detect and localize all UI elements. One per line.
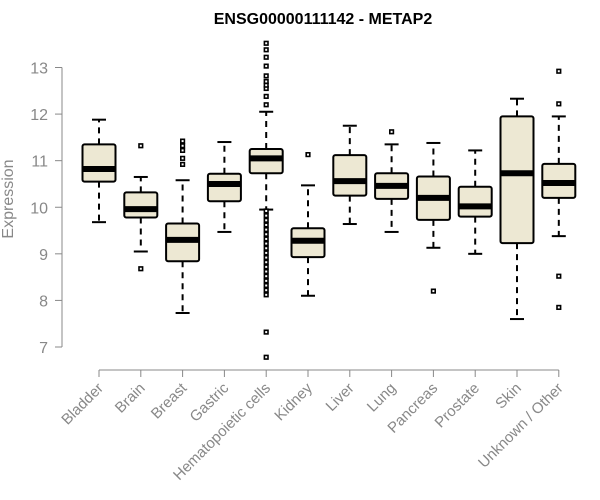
outlier-point — [180, 147, 186, 154]
box — [499, 115, 535, 245]
y-tick-label: 12 — [30, 107, 48, 124]
outlier-point — [263, 102, 269, 108]
outlier-point — [263, 63, 269, 69]
box-group — [206, 141, 242, 233]
outlier-point — [263, 278, 269, 284]
outlier-point — [138, 266, 144, 272]
box-group — [457, 149, 493, 255]
outlier-point — [388, 129, 395, 135]
outlier-point — [263, 292, 269, 298]
outlier-point — [263, 250, 269, 256]
y-tick-label: 7 — [39, 340, 48, 357]
outlier-point — [263, 54, 269, 60]
outlier-point — [263, 227, 269, 233]
box — [332, 154, 368, 197]
outlier-point — [263, 287, 269, 293]
y-tick-label: 9 — [39, 247, 48, 264]
box-group — [374, 129, 410, 233]
box — [206, 172, 242, 203]
outlier-point — [263, 268, 269, 275]
outlier-point — [263, 73, 269, 79]
outlier-point — [263, 240, 269, 247]
box-group — [248, 40, 284, 360]
outlier-point — [263, 259, 269, 265]
outlier-point — [556, 101, 562, 107]
outlier-point — [263, 245, 269, 251]
box-group — [290, 152, 326, 297]
outlier-point — [263, 329, 269, 335]
outlier-point — [263, 217, 269, 223]
outlier-point — [263, 47, 269, 53]
x-tick-label: Bladder — [58, 380, 107, 429]
outlier-point — [263, 254, 269, 261]
outlier-point — [180, 161, 186, 167]
outlier-point — [263, 40, 269, 46]
outlier-point — [180, 143, 186, 149]
y-axis: 7 8 9 10 11 12 13 — [30, 61, 63, 357]
box-group — [415, 141, 451, 294]
x-tick-label: Kidney — [271, 379, 316, 424]
box-group — [541, 68, 577, 311]
y-tick-label: 8 — [39, 293, 48, 310]
box — [457, 185, 493, 218]
x-tick-label: Lung — [364, 380, 400, 416]
outlier-point — [263, 273, 269, 279]
outlier-point — [180, 155, 186, 161]
box-group — [123, 143, 159, 272]
outlier-point — [263, 208, 269, 214]
x-tick-label: Prostate — [431, 380, 483, 432]
box — [123, 191, 159, 219]
x-tick-label: Liver — [323, 380, 358, 415]
outlier-point — [556, 68, 562, 74]
y-tick-label: 11 — [31, 154, 48, 171]
box-group — [81, 118, 117, 224]
outlier-point — [263, 354, 269, 360]
outlier-point — [305, 152, 311, 158]
chart-title: ENSG00000111142 - METAP2 — [214, 11, 433, 28]
x-tick-label: Breast — [148, 379, 191, 422]
outlier-point — [263, 236, 269, 242]
box-group — [499, 97, 535, 321]
box-series — [81, 40, 577, 360]
outlier-point — [263, 222, 269, 228]
y-axis-label: Expression — [0, 159, 17, 238]
y-tick-label: 10 — [30, 200, 48, 217]
outlier-point — [263, 264, 269, 270]
x-tick-label: Skin — [492, 380, 525, 413]
box-group — [332, 124, 368, 226]
outlier-point — [263, 78, 269, 85]
outlier-point — [430, 288, 437, 294]
outlier-point — [263, 93, 269, 99]
outlier-point — [263, 231, 269, 237]
x-tick-label: Brain — [112, 380, 149, 417]
outlier-point — [556, 304, 562, 311]
outlier-point — [138, 143, 144, 149]
outlier-point — [263, 213, 269, 219]
y-tick-label: 13 — [30, 61, 48, 78]
box-group — [165, 138, 201, 314]
outlier-point — [556, 273, 562, 279]
outlier-point — [180, 138, 186, 144]
outlier-point — [263, 282, 269, 289]
box — [81, 143, 117, 183]
